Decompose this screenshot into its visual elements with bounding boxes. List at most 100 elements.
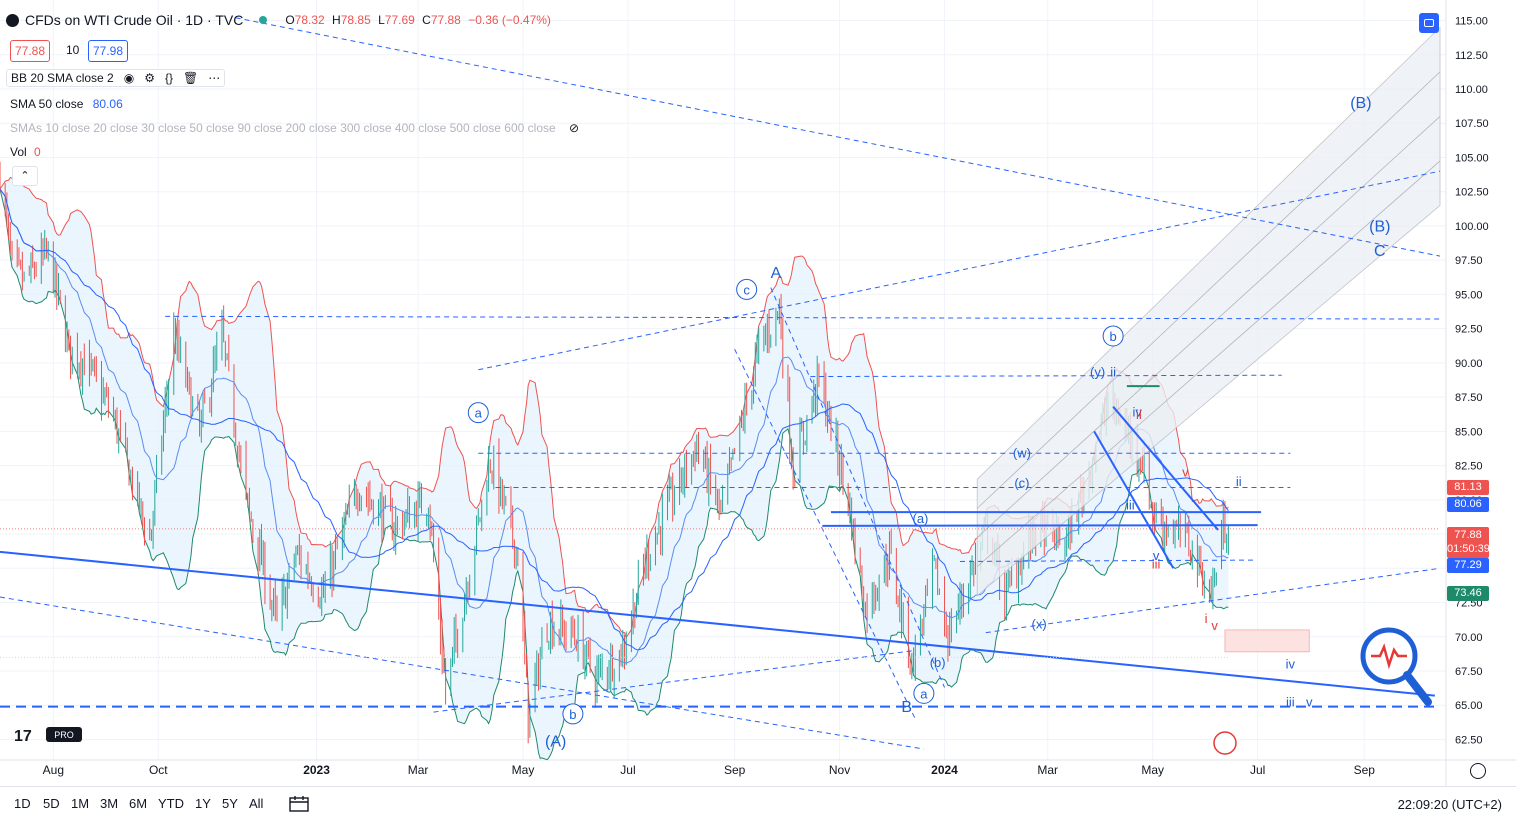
time-tick-label: Oct [149, 763, 168, 777]
us-flag-icon [1213, 731, 1237, 755]
wave-circle [1102, 325, 1124, 347]
price-tick-label: 112.50 [1455, 50, 1488, 62]
symbol-logo-icon [6, 13, 19, 27]
magnifier-handle [1403, 671, 1432, 706]
price-tick-label: 65.00 [1455, 700, 1483, 712]
trash-icon[interactable]: 🗑 [183, 71, 199, 85]
range-5d[interactable]: 5D [43, 796, 60, 811]
bb-indicator-label: BB 20 SMA close 2 [11, 71, 114, 85]
bb-basis-tag: 77.29 [1447, 558, 1489, 573]
time-tick-label: Mar [1037, 763, 1058, 777]
time-tick-label: Sep [724, 763, 746, 777]
time-tick-label: Jul [1250, 763, 1265, 777]
wave-label: C [1374, 243, 1386, 260]
wave-label: (y) [1090, 365, 1105, 380]
clock-timezone[interactable]: 22:09:20 (UTC+2) [1397, 797, 1502, 812]
wave-label: A [771, 265, 782, 282]
pro-badge [46, 727, 82, 742]
tradingview-logo-icon: 17 [14, 728, 32, 745]
wave-label: (c) [1014, 475, 1029, 490]
date-range-calendar-icon[interactable] [289, 795, 309, 813]
range-ytd[interactable]: YTD [158, 796, 184, 811]
wave-label: iii [1286, 695, 1295, 710]
dashed-lower-trendline [0, 596, 924, 750]
wave-label: a [920, 686, 928, 701]
price-tick-label: 90.00 [1455, 358, 1483, 370]
bb-indicator-row[interactable]: BB 20 SMA close 2 ◉ ⚙ {} 🗑 ⋯ [6, 69, 226, 87]
wave-label: (b) [930, 655, 946, 670]
solid-h-78 [822, 524, 1258, 527]
range-3m[interactable]: 3M [100, 796, 119, 811]
dashed-up-trendline [478, 170, 1441, 371]
tv-logo: 17 PRO [14, 627, 1432, 755]
wave-label: (B) [1369, 218, 1390, 235]
price-tick-label: 62.50 [1455, 734, 1483, 746]
sma-indicator-row[interactable]: SMA 50 close 80.06 [10, 97, 123, 111]
pitchfork-line [976, 116, 1441, 538]
range-1y[interactable]: 1Y [195, 796, 211, 811]
wave-label: (B) [1350, 95, 1371, 112]
dashed-h-75 [959, 559, 1256, 562]
wave-label: (w) [1013, 445, 1031, 460]
wave-label: v [1211, 618, 1218, 633]
time-tick-label: 2024 [931, 763, 958, 777]
wave-label: c [743, 282, 750, 297]
wave-circle [562, 703, 584, 725]
gear-icon[interactable]: ⚙ [144, 71, 155, 85]
dashed-down-trendline [235, 17, 1441, 257]
eye-icon[interactable]: ◉ [123, 71, 135, 85]
time-axis: Aug Oct 2023 Mar May Jul Sep Nov 2024 Mar May Jul Se… [43, 763, 1376, 777]
fullscreen-icon[interactable] [1419, 13, 1439, 33]
channel-line-b [1112, 406, 1219, 531]
sma50-tag: 80.06 [1447, 497, 1489, 512]
wave-label: v [1153, 548, 1160, 563]
buy-price-box[interactable]: 77.98 [88, 40, 129, 62]
pro-badge-label: PRO [54, 730, 74, 740]
wave-label: v [1182, 465, 1189, 480]
settings-icon[interactable] [1470, 763, 1486, 779]
wave-label: b [569, 707, 576, 722]
price-tick-label: 82.50 [1455, 461, 1483, 473]
symbol-title[interactable]: CFDs on WTI Crude Oil · 1D · TVC [25, 12, 244, 28]
wave-label: iii [1126, 497, 1135, 512]
source-code-icon[interactable]: {} [164, 71, 173, 85]
time-tick-label: Sep [1354, 763, 1376, 777]
price-tick-label: 105.00 [1455, 152, 1489, 164]
wave-label: ii [1136, 407, 1142, 422]
price-tick-label: 102.50 [1455, 187, 1489, 199]
range-1d[interactable]: 1D [14, 796, 31, 811]
last-price-tag: 77.88 01:50:39 [1447, 527, 1490, 558]
wave-label: v [1306, 695, 1313, 710]
target-zone [1224, 629, 1310, 653]
price-tick-label: 85.00 [1455, 426, 1483, 438]
bb-upper-tag: 81.13 [1447, 480, 1489, 495]
pitchfork-line [976, 71, 1441, 509]
price-tick-label: 67.50 [1455, 666, 1483, 678]
time-tick-label: Aug [43, 763, 64, 777]
range-all[interactable]: All [249, 796, 264, 811]
hidden-eye-icon[interactable]: ⊘ [569, 121, 580, 135]
wave-label: (A) [545, 733, 566, 750]
smas-indicator-row[interactable]: SMAs 10 close 20 close 30 close 50 close… [10, 121, 580, 135]
range-5y[interactable]: 5Y [222, 796, 238, 811]
sell-price-box[interactable]: 77.88 [10, 40, 51, 62]
symbol-header: CFDs on WTI Crude Oil · 1D · TVC O78.32 … [6, 12, 555, 28]
range-6m[interactable]: 6M [129, 796, 148, 811]
volume-indicator-row[interactable]: Vol 0 [10, 145, 41, 159]
dashed-h-89 [810, 374, 1282, 378]
time-tick-label: May [512, 763, 535, 777]
wave-label: iv [1133, 404, 1143, 419]
bb-lower-tag: 73.46 [1447, 586, 1489, 601]
bottom-toolbar: 1D 5D 1M 3M 6M YTD 1Y 5Y All 22:09:20 (U… [0, 786, 1516, 825]
collapse-legend-chevron-up-icon[interactable]: ⌃ [12, 166, 38, 186]
wave-label: a [475, 406, 483, 421]
sma50-line [0, 188, 1229, 651]
wave-label: ii [1110, 365, 1116, 380]
range-1m[interactable]: 1M [71, 796, 90, 811]
time-tick-label: Jul [620, 763, 635, 777]
main-trendline [0, 550, 1435, 697]
drawings [0, 17, 1441, 750]
more-icon[interactable]: ⋯ [208, 71, 221, 85]
